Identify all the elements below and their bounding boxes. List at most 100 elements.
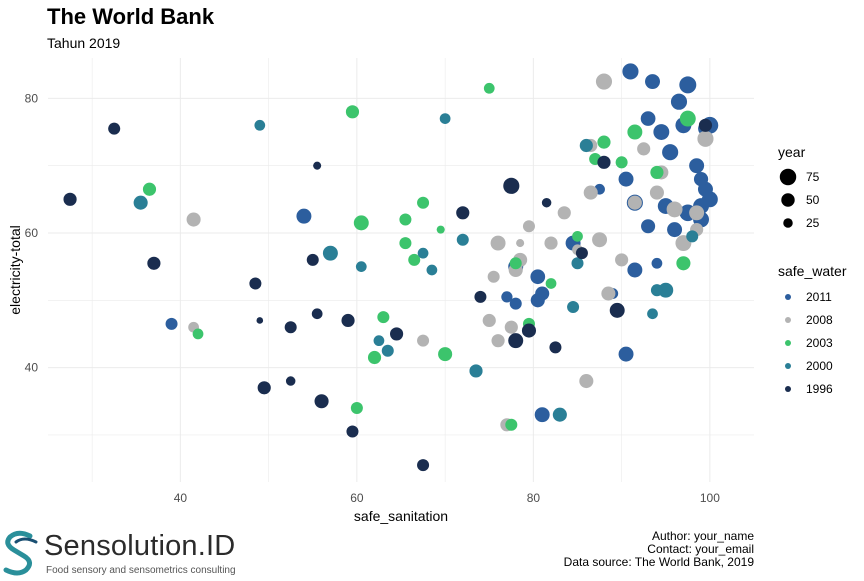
data-point-2003 — [417, 196, 430, 209]
data-point-2003 — [597, 135, 611, 149]
color-legend-label: 2008 — [806, 313, 833, 327]
color-legend-label: 1996 — [806, 382, 833, 396]
data-point-1996 — [549, 341, 562, 354]
data-point-2008 — [697, 130, 714, 147]
data-point-2003 — [350, 401, 363, 414]
data-point-2003 — [509, 257, 522, 270]
data-point-1996 — [575, 247, 588, 260]
data-point-2000 — [426, 264, 438, 276]
data-point-2008 — [557, 206, 571, 220]
data-point-1996 — [284, 321, 297, 334]
data-point-2008 — [649, 185, 664, 200]
data-point-2000 — [439, 113, 451, 124]
data-point-1996 — [63, 192, 77, 206]
data-point-2003 — [353, 215, 369, 231]
size-legend-title: year — [778, 144, 806, 160]
data-point-2011 — [509, 297, 522, 310]
x-axis-label: safe_sanitation — [354, 508, 448, 524]
data-point-1996 — [108, 122, 121, 135]
size-legend-key — [781, 193, 795, 207]
data-point-2003 — [572, 230, 583, 242]
data-point-2008 — [666, 201, 683, 218]
data-point-2003 — [505, 418, 518, 431]
data-point-2000 — [133, 195, 148, 210]
data-point-1996 — [456, 206, 470, 220]
chart-title: The World Bank — [47, 4, 215, 29]
data-point-2003 — [545, 278, 557, 289]
size-legend-key — [779, 168, 797, 186]
data-point-1996 — [256, 317, 264, 324]
data-point-2000 — [686, 230, 699, 243]
caption-author: Author: your_name — [651, 529, 754, 543]
data-point-1996 — [698, 118, 713, 132]
data-point-2011 — [534, 407, 550, 423]
size-legend-key — [783, 218, 793, 228]
data-point-1996 — [306, 253, 319, 266]
data-point-2000 — [650, 284, 663, 297]
size-legend-label: 75 — [806, 170, 820, 184]
data-point-1996 — [341, 313, 355, 328]
data-point-2008 — [487, 270, 500, 283]
color-legend-key — [785, 317, 791, 323]
y-tick-label: 80 — [25, 91, 39, 105]
data-point-2000 — [254, 119, 266, 131]
data-point-2000 — [571, 257, 584, 270]
data-point-2008 — [595, 73, 613, 90]
data-point-2003 — [627, 124, 643, 140]
data-point-2008 — [601, 286, 616, 301]
color-legend-label: 2011 — [806, 290, 832, 304]
chart-subtitle: Tahun 2019 — [47, 35, 121, 51]
data-point-2003 — [436, 225, 445, 234]
data-point-1996 — [346, 425, 359, 438]
data-points — [63, 63, 719, 472]
y-tick-label: 40 — [25, 361, 39, 375]
color-legend-label: 2000 — [806, 359, 833, 373]
x-axis-ticks: 40 60 80 100 — [174, 491, 721, 505]
data-point-2011 — [627, 262, 643, 278]
size-legend: year 75 50 25 — [778, 144, 820, 230]
data-point-2008 — [516, 239, 525, 248]
data-point-2003 — [483, 82, 495, 94]
grid-lines — [48, 58, 754, 482]
x-tick-label: 100 — [700, 491, 720, 505]
data-point-1996 — [249, 277, 262, 290]
data-point-2008 — [689, 205, 705, 221]
sensolution-logo: Sensolution.ID Food sensory and sensomet… — [0, 528, 240, 576]
data-point-2000 — [469, 364, 483, 378]
data-point-2011 — [530, 269, 546, 285]
data-point-2003 — [345, 105, 360, 119]
color-legend-title: safe_water — [778, 263, 847, 279]
color-legend-label: 2003 — [806, 336, 833, 350]
data-point-2011 — [693, 172, 709, 187]
data-point-2011 — [645, 74, 660, 90]
size-legend-label: 50 — [806, 193, 820, 207]
data-point-2000 — [355, 261, 367, 273]
data-point-2000 — [579, 138, 593, 153]
data-point-1996 — [257, 381, 271, 395]
color-legend: safe_water 2011 2008 2003 2000 1996 — [778, 263, 847, 396]
data-point-2003 — [408, 253, 421, 266]
data-point-1996 — [597, 155, 611, 169]
data-point-2011 — [618, 171, 634, 187]
caption-source: Data source: The World Bank, 2019 — [563, 555, 754, 569]
color-legend-key — [785, 363, 791, 369]
data-point-1996 — [503, 177, 520, 194]
data-point-2003 — [615, 156, 628, 169]
logo-name: Sensolution.ID — [44, 530, 236, 562]
data-point-2008 — [592, 232, 608, 248]
caption-contact: Contact: your_email — [647, 542, 754, 556]
data-point-1996 — [474, 290, 487, 303]
data-point-1996 — [541, 197, 552, 208]
data-point-2008 — [482, 313, 496, 328]
data-point-2011 — [618, 346, 634, 362]
data-point-2011 — [667, 222, 683, 238]
data-point-2003 — [679, 110, 696, 127]
color-legend-key — [785, 386, 791, 392]
data-point-1996 — [417, 459, 430, 472]
data-point-2000 — [417, 247, 429, 259]
data-point-2003 — [438, 347, 453, 362]
data-point-2008 — [637, 142, 651, 156]
data-point-1996 — [313, 161, 322, 170]
data-point-2003 — [142, 182, 157, 196]
